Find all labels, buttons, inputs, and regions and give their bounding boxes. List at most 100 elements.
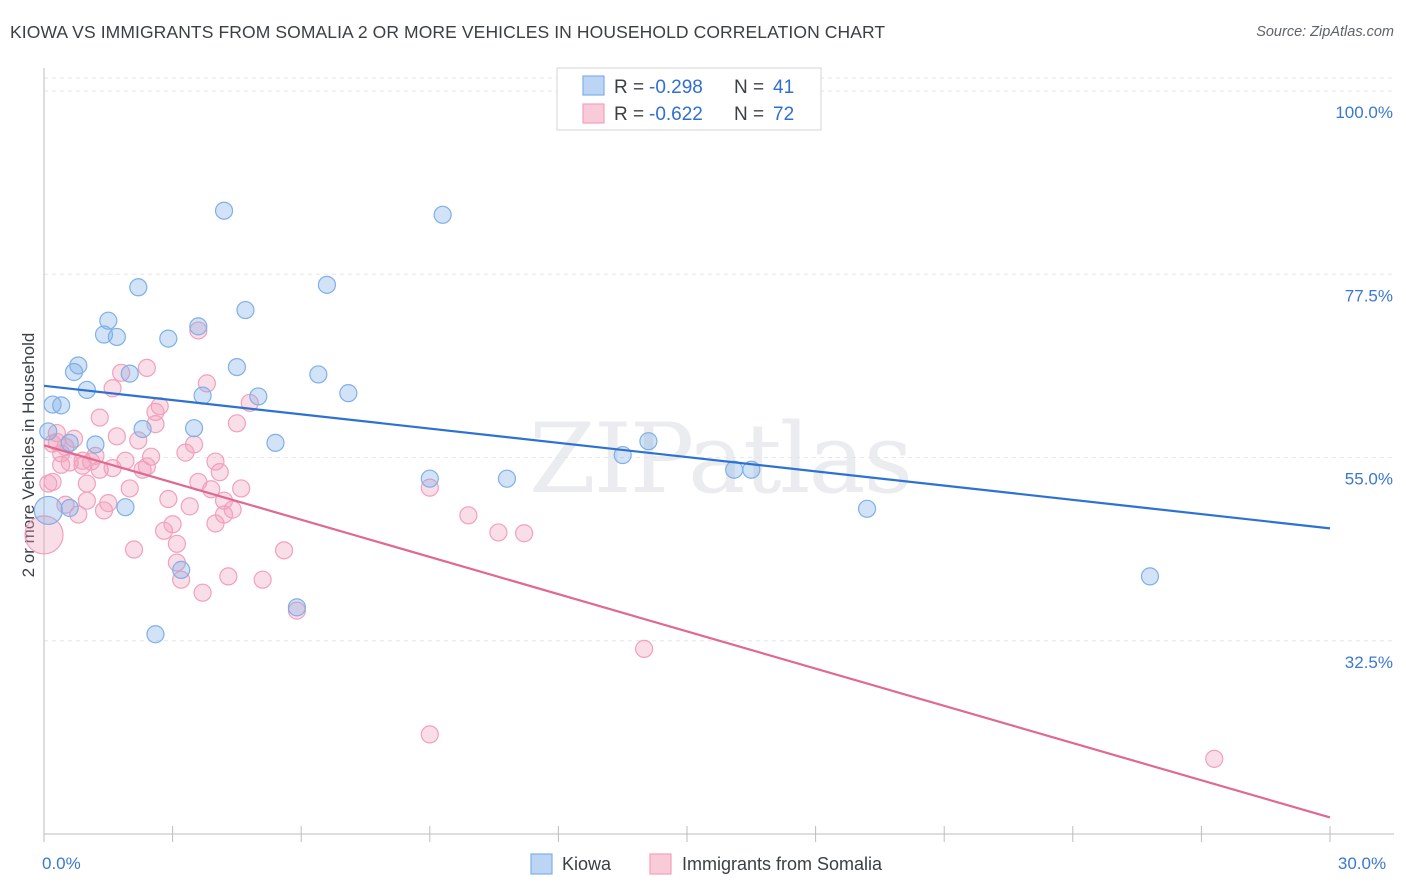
somalia-point <box>184 435 204 454</box>
kiowa-point <box>146 625 165 644</box>
kiowa-r-value: -0.298 <box>649 77 703 98</box>
stats-legend: R = -0.298 N = 41 R = -0.622 N = 72 <box>556 67 822 131</box>
y-tick-labels: 32.5% 55.0% 77.5% 100.0% <box>1335 103 1393 672</box>
somalia-point <box>24 515 64 555</box>
kiowa-point <box>639 432 658 451</box>
somalia-point <box>274 541 294 560</box>
kiowa-point <box>1140 567 1160 586</box>
somalia-point <box>73 451 92 470</box>
legend-kiowa-swatch <box>530 853 553 875</box>
kiowa-point <box>60 498 79 518</box>
somalia-point <box>227 414 246 433</box>
kiowa-point <box>116 498 135 517</box>
kiowa-point <box>60 433 79 452</box>
somalia-point <box>189 321 208 340</box>
somalia-point <box>163 515 182 534</box>
kiowa-point <box>497 469 517 488</box>
chart-title: KIOWA VS IMMIGRANTS FROM SOMALIA 2 OR MO… <box>10 22 886 42</box>
kiowa-point <box>184 419 204 438</box>
somalia-point <box>253 570 272 589</box>
kiowa-point <box>309 365 328 384</box>
kiowa-r-label: R = <box>614 77 644 98</box>
kiowa-point <box>193 386 212 405</box>
somalia-point <box>420 725 439 744</box>
somalia-point <box>206 452 225 471</box>
somalia-point <box>77 491 96 510</box>
series-somalia-points <box>24 321 1224 768</box>
somalia-point <box>99 494 118 513</box>
x-tick-labels: 0.0% 30.0% <box>42 854 1386 873</box>
kiowa-n-label: N = <box>734 77 764 98</box>
kiowa-point <box>420 469 439 488</box>
somalia-point <box>635 639 654 658</box>
trend-lines <box>43 384 1331 819</box>
somalia-point <box>167 534 186 553</box>
kiowa-point <box>236 300 255 320</box>
kiowa-point <box>172 560 191 579</box>
somalia-point <box>515 524 534 543</box>
kiowa-point <box>339 384 358 403</box>
somalia-n-label: N = <box>734 104 764 125</box>
watermark: ZIPatlas <box>529 403 911 515</box>
somalia-point <box>124 540 144 559</box>
somalia-point <box>90 408 109 427</box>
series-legend: Kiowa Immigrants from Somalia <box>530 853 883 875</box>
x-tick-label: 30.0% <box>1338 854 1386 873</box>
kiowa-point <box>39 422 58 441</box>
kiowa-point <box>133 419 152 439</box>
y-tick-label: 55.0% <box>1345 470 1393 489</box>
somalia-r-value: -0.622 <box>649 104 703 125</box>
source-label: Source: ZipAtlas.com <box>1256 24 1394 40</box>
somalia-point <box>142 447 161 466</box>
kiowa-point <box>129 278 148 297</box>
somalia-point <box>77 474 96 493</box>
somalia-point <box>159 489 178 509</box>
kiowa-point <box>287 598 307 617</box>
somalia-point <box>489 523 508 542</box>
somalia-point <box>219 567 238 586</box>
somalia-trend-line <box>43 444 1331 819</box>
somalia-point <box>210 463 229 482</box>
kiowa-point <box>266 433 285 452</box>
somalia-point <box>43 472 62 492</box>
kiowa-point <box>69 356 88 375</box>
kiowa-point <box>86 435 105 454</box>
kiowa-point <box>433 205 452 224</box>
kiowa-point <box>249 387 268 406</box>
kiowa-point <box>107 327 126 347</box>
legend-kiowa-label: Kiowa <box>562 854 612 874</box>
kiowa-swatch <box>582 75 605 96</box>
legend-somalia-label: Immigrants from Somalia <box>682 854 883 874</box>
y-tick-label: 32.5% <box>1345 653 1393 672</box>
kiowa-point <box>52 396 71 415</box>
somalia-point <box>193 583 212 602</box>
kiowa-point <box>120 364 139 383</box>
somalia-point <box>137 358 156 378</box>
kiowa-trend-line <box>43 384 1331 530</box>
kiowa-point <box>227 357 246 377</box>
somalia-point <box>120 479 139 498</box>
somalia-point <box>107 427 126 446</box>
kiowa-point <box>99 311 118 330</box>
somalia-n-value: 72 <box>773 104 794 125</box>
gridlines <box>44 77 1394 642</box>
kiowa-point <box>159 329 178 348</box>
kiowa-n-value: 41 <box>773 77 794 98</box>
somalia-point <box>180 497 199 516</box>
somalia-swatch <box>582 103 605 124</box>
somalia-point <box>1205 749 1224 768</box>
legend-somalia-swatch <box>649 853 672 875</box>
somalia-point <box>129 431 148 450</box>
somalia-point <box>223 500 242 519</box>
somalia-point <box>214 505 234 524</box>
kiowa-point <box>317 275 337 294</box>
y-tick-label: 100.0% <box>1335 103 1393 122</box>
somalia-point <box>172 570 191 589</box>
kiowa-point <box>214 201 234 220</box>
x-tick-label: 0.0% <box>42 854 81 873</box>
kiowa-point <box>857 499 877 518</box>
y-tick-label: 77.5% <box>1345 286 1393 305</box>
somalia-point <box>146 402 165 421</box>
somalia-r-label: R = <box>614 104 644 125</box>
